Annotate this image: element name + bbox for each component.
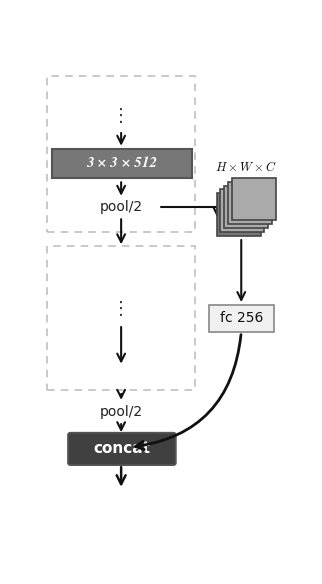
- Text: pool/2: pool/2: [99, 405, 143, 419]
- Text: ⋮: ⋮: [112, 107, 130, 126]
- Text: pool/2: pool/2: [99, 200, 143, 214]
- Bar: [224, 186, 268, 228]
- Bar: [217, 193, 260, 235]
- Bar: [221, 189, 264, 232]
- FancyBboxPatch shape: [68, 433, 176, 465]
- Text: fc 256: fc 256: [220, 311, 263, 325]
- Bar: [47, 246, 195, 390]
- Bar: [232, 178, 276, 220]
- Bar: [228, 182, 272, 224]
- Text: concat: concat: [93, 442, 150, 457]
- Text: ⋮: ⋮: [112, 300, 130, 318]
- Bar: [47, 77, 195, 232]
- Text: $H \times W \times C$: $H \times W \times C$: [215, 160, 277, 174]
- Text: 3 × 3 × 512: 3 × 3 × 512: [86, 157, 157, 170]
- Bar: [52, 148, 192, 178]
- Bar: [209, 305, 274, 332]
